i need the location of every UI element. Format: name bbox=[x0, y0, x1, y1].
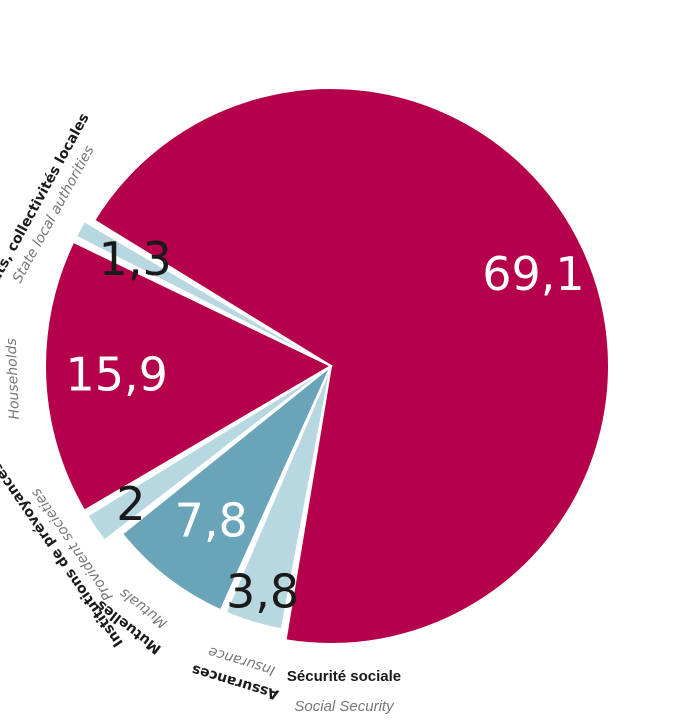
pie-slice-mutuelles bbox=[120, 365, 332, 612]
slice-value-assurances: 3,8 bbox=[226, 565, 299, 619]
slice-value-institutions-de-prevoyances: 2 bbox=[116, 477, 145, 531]
slice-label-menages: Ménages bbox=[0, 344, 3, 415]
pie-slice-institutions-de-prevoyances bbox=[85, 365, 332, 542]
slice-value-menages: 15,9 bbox=[65, 348, 167, 402]
slice-value-mutuelles: 7,8 bbox=[175, 494, 248, 548]
slice-value-securite-sociale: 69,1 bbox=[482, 247, 584, 301]
slice-sublabel-social-security: Social Security bbox=[294, 698, 394, 715]
pie-slice-assurances bbox=[224, 365, 332, 631]
pie-slice-securite-sociale bbox=[92, 87, 610, 645]
slice-label-securite-sociale: Sécurité sociale bbox=[286, 668, 402, 685]
pie-slice-menages bbox=[44, 240, 334, 513]
slice-sublabel-menages: Households bbox=[4, 338, 23, 420]
pie-slice-etats-collectivites-locales bbox=[74, 219, 332, 367]
slice-value-etats-collectivites-locales: 1,3 bbox=[99, 232, 172, 286]
